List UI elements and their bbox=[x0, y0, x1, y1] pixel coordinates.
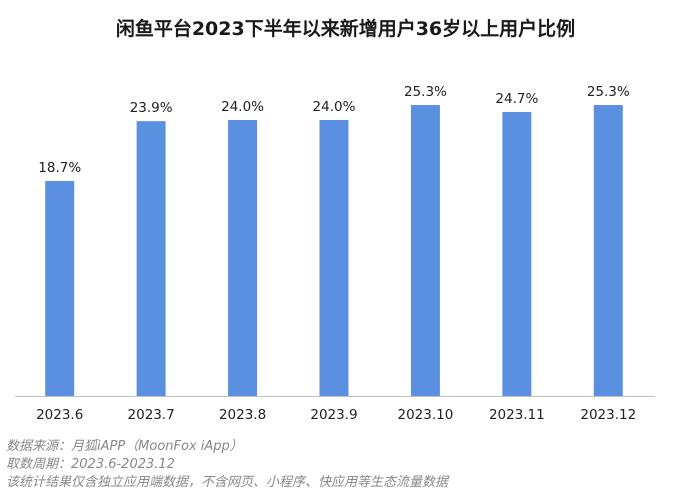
bar bbox=[45, 180, 75, 396]
data-label: 23.9% bbox=[130, 100, 173, 116]
footnote-source: 数据来源：月狐iAPP（MoonFox iApp） bbox=[6, 439, 243, 454]
footnote-period: 取数周期：2023.6-2023.12 bbox=[6, 457, 175, 472]
x-tick-label: 2023.7 bbox=[128, 407, 175, 423]
bar bbox=[410, 105, 440, 397]
x-tick-label: 2023.10 bbox=[398, 407, 454, 423]
chart-title: 闲鱼平台2023下半年以来新增用户36岁以上用户比例 bbox=[115, 18, 576, 40]
data-label: 25.3% bbox=[404, 84, 447, 100]
data-label: 24.0% bbox=[221, 99, 264, 115]
data-label: 18.7% bbox=[38, 160, 81, 176]
data-label: 25.3% bbox=[587, 84, 630, 100]
x-tick-label: 2023.11 bbox=[489, 407, 545, 423]
x-tick-label: 2023.8 bbox=[219, 407, 266, 423]
x-tick-label: 2023.6 bbox=[36, 407, 83, 423]
bar-chart: 18.7% 2023.6 23.9% 2023.7 24.0% 2023.8 24.0% 20… bbox=[15, 84, 655, 423]
data-label: 24.7% bbox=[495, 91, 538, 107]
bar bbox=[228, 120, 258, 396]
x-tick-label: 2023.9 bbox=[310, 407, 357, 423]
footnote-scope: 该统计结果仅含独立应用端数据，不含网页、小程序、快应用等生态流量数据 bbox=[6, 475, 449, 490]
bar bbox=[136, 121, 166, 397]
bar bbox=[502, 111, 532, 396]
data-label: 24.0% bbox=[313, 99, 356, 115]
x-tick-label: 2023.12 bbox=[580, 407, 636, 423]
bar bbox=[319, 120, 349, 396]
bar bbox=[593, 105, 623, 397]
